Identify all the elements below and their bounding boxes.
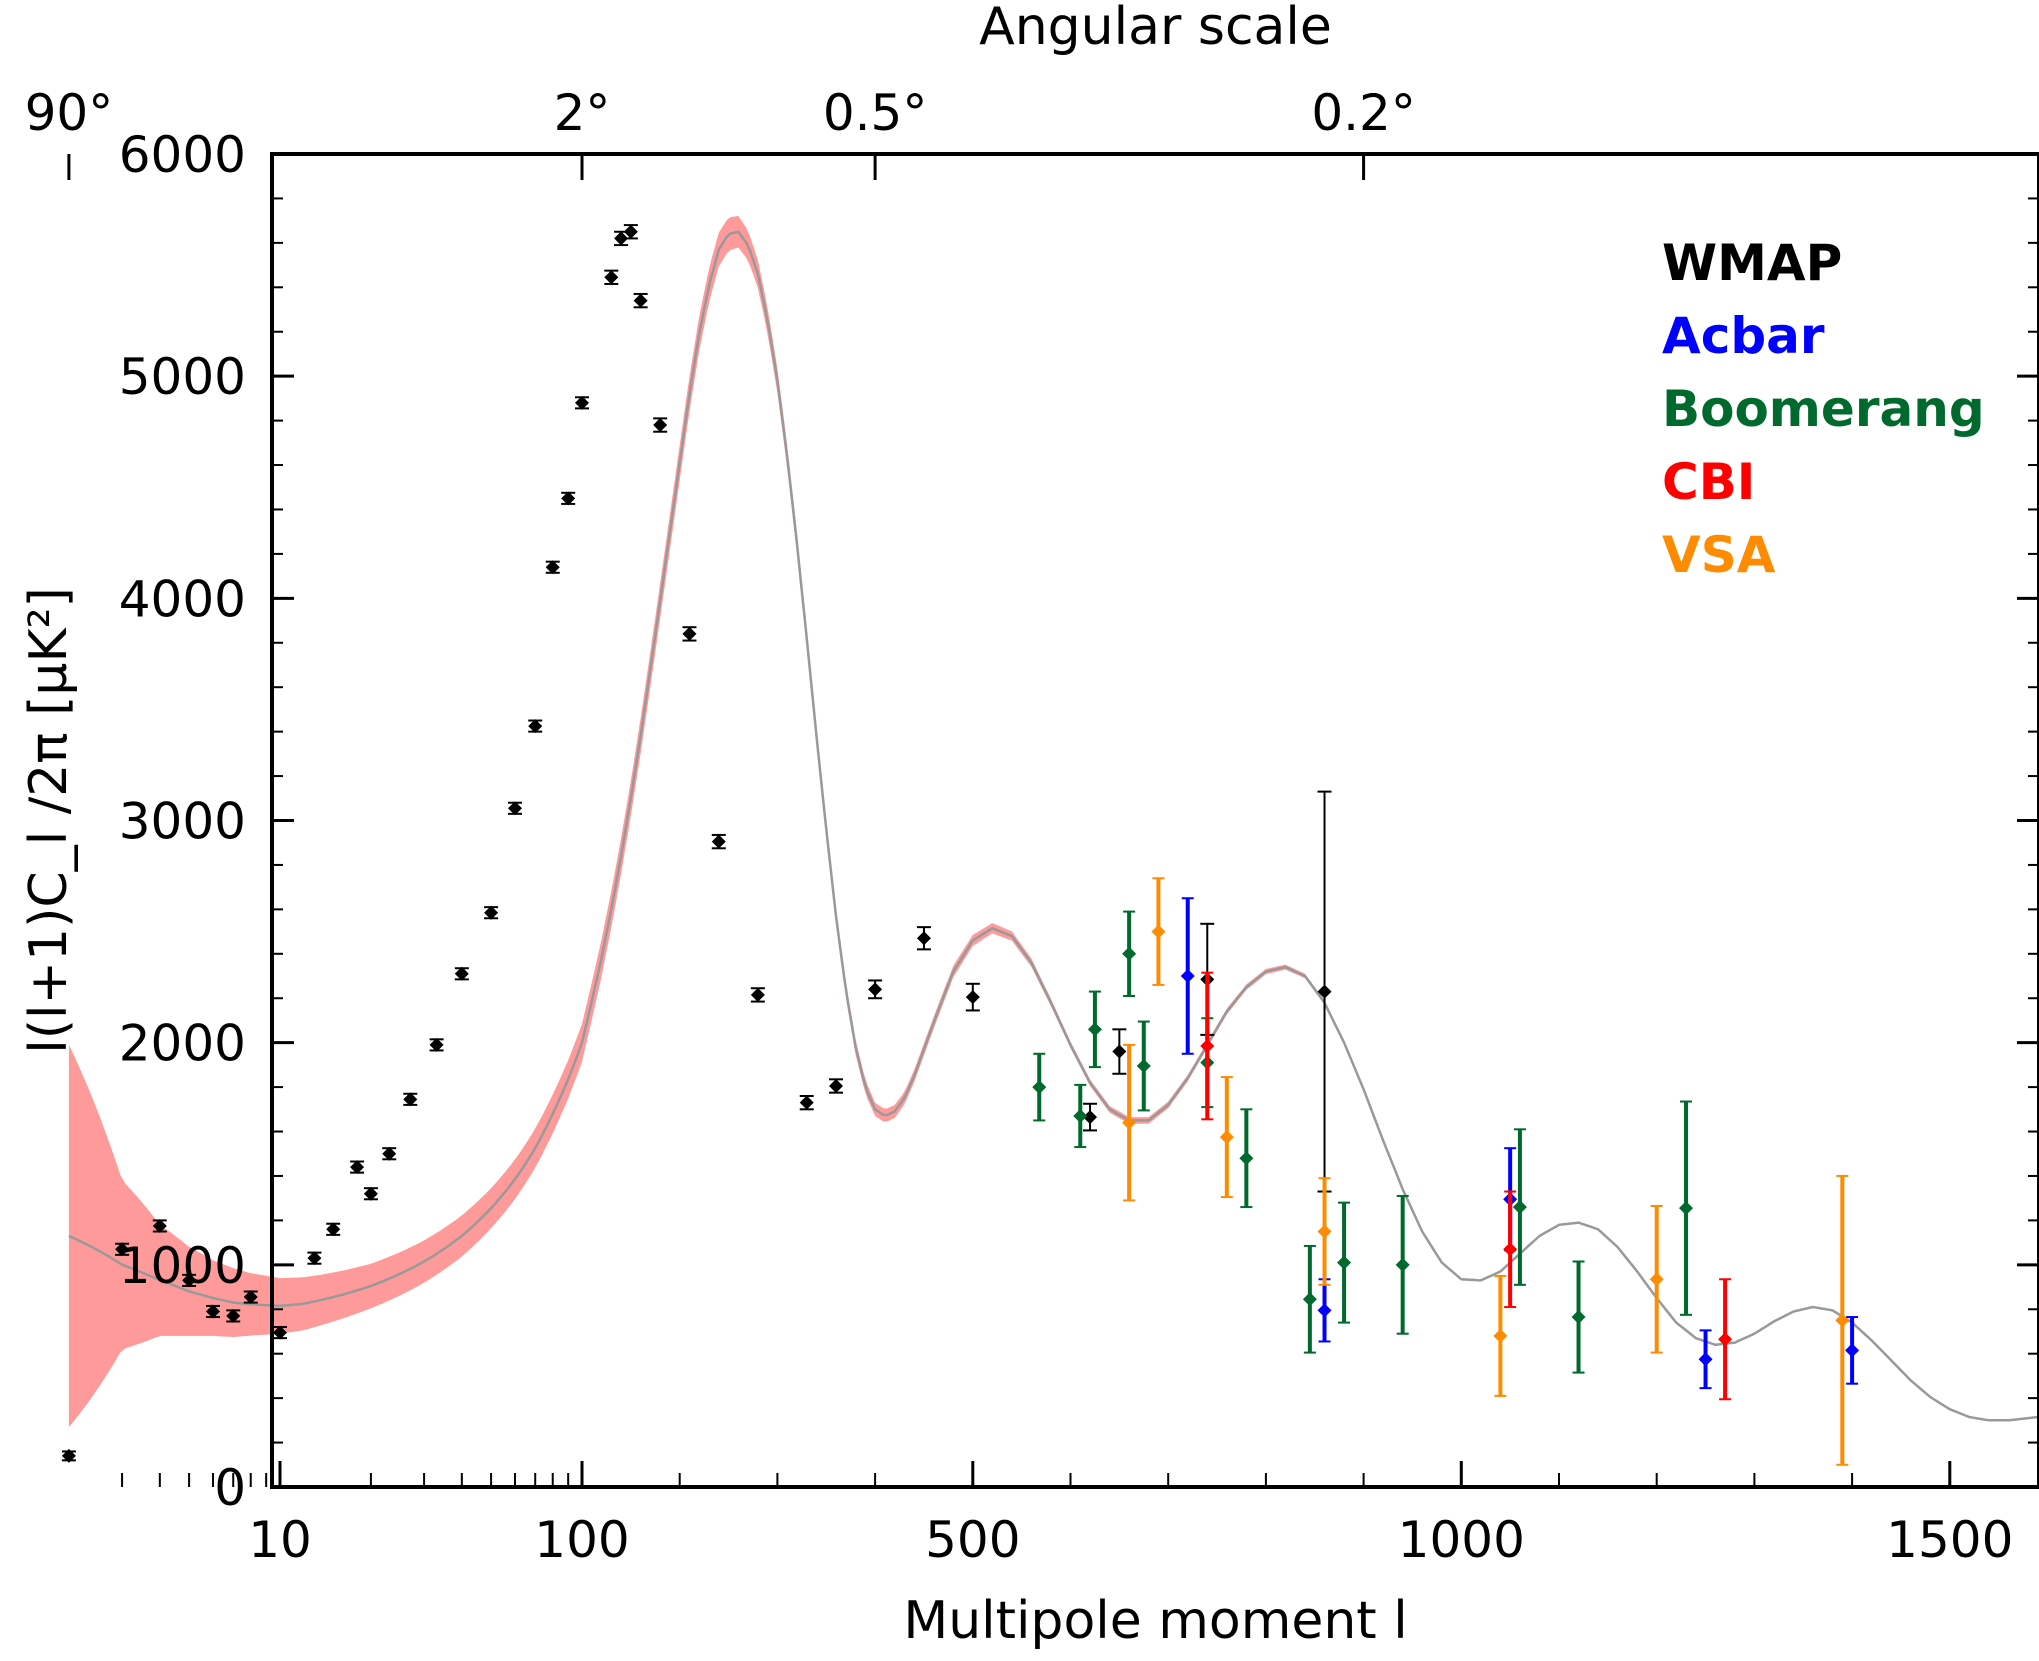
y-tick-label: 6000 xyxy=(119,126,246,184)
data-point xyxy=(1317,1224,1332,1239)
data-point xyxy=(1200,1038,1215,1053)
data-point xyxy=(682,626,697,641)
data-point xyxy=(1395,1257,1410,1272)
top-tick-label: 90° xyxy=(25,84,114,142)
data-point xyxy=(1649,1272,1664,1287)
data-point xyxy=(1136,1058,1151,1073)
data-point xyxy=(454,966,469,981)
data-point xyxy=(561,491,576,506)
y-tick-label: 4000 xyxy=(119,570,246,628)
data-point xyxy=(326,1222,341,1237)
series-wmap xyxy=(61,224,1332,1463)
data-point xyxy=(604,270,619,285)
y-axis-title: l(l+1)C_l /2π [μK²] xyxy=(19,587,79,1053)
data-point xyxy=(633,293,648,308)
legend-entry-vsa: VSA xyxy=(1662,526,1776,584)
legend-entry-acbar: Acbar xyxy=(1662,307,1825,365)
data-point xyxy=(1087,1022,1102,1037)
series-boomerang xyxy=(1032,910,1694,1374)
data-point xyxy=(965,990,980,1005)
y-tick-label: 2000 xyxy=(119,1015,246,1073)
data-point xyxy=(1122,1115,1137,1130)
data-point xyxy=(711,834,726,849)
series-acbar xyxy=(1180,897,1860,1390)
data-point xyxy=(226,1308,241,1323)
data-point xyxy=(653,418,668,433)
data-point xyxy=(1122,946,1137,961)
axis-labels-layer: 0 1000 2000 3000 4000 5000 6000 10 100 500 1000 150… xyxy=(19,0,2013,1651)
data-point xyxy=(868,982,883,997)
data-point xyxy=(484,905,499,920)
series-cbi xyxy=(1200,971,1733,1401)
data-point xyxy=(1083,1110,1098,1125)
data-point xyxy=(1239,1151,1254,1166)
y-tick-label: 5000 xyxy=(119,348,246,406)
y-tick-label: 3000 xyxy=(119,793,246,851)
axis-ticks-layer xyxy=(67,152,2039,1489)
data-point xyxy=(1503,1242,1518,1257)
data-point xyxy=(614,231,629,246)
data-point xyxy=(1073,1108,1088,1123)
x-tick-label: 100 xyxy=(534,1511,629,1569)
data-point xyxy=(1698,1352,1713,1367)
data-point xyxy=(61,1448,76,1463)
legend-entry-wmap: WMAP xyxy=(1662,234,1842,292)
x-tick-label: 10 xyxy=(248,1511,312,1569)
data-point xyxy=(273,1325,287,1340)
series-vsa xyxy=(1122,877,1850,1466)
data-point xyxy=(545,560,560,575)
legend-entry-boomerang: Boomerang xyxy=(1662,380,1985,438)
data-points-layer xyxy=(61,224,1860,1466)
data-point xyxy=(1512,1200,1527,1215)
data-point xyxy=(1151,924,1166,939)
top-tick-label: 2° xyxy=(554,84,611,142)
y-tick-label: 0 xyxy=(214,1459,246,1517)
data-point xyxy=(799,1095,814,1110)
data-point xyxy=(152,1218,167,1233)
data-point xyxy=(1679,1201,1694,1216)
data-point xyxy=(115,1242,130,1257)
data-point xyxy=(1571,1310,1586,1325)
data-point xyxy=(1317,1303,1332,1318)
x-axis-title: Multipole moment l xyxy=(903,1591,1407,1651)
data-point xyxy=(403,1092,418,1107)
data-point xyxy=(1317,984,1332,999)
data-point xyxy=(1032,1080,1047,1095)
data-point xyxy=(350,1160,365,1175)
data-point xyxy=(916,931,931,946)
data-point xyxy=(750,987,765,1002)
top-tick-label: 0.5° xyxy=(823,84,928,142)
data-point xyxy=(528,719,543,734)
legend: WMAP Acbar Boomerang CBI VSA xyxy=(1662,234,1985,584)
data-point xyxy=(1219,1130,1234,1145)
data-point xyxy=(206,1304,221,1319)
data-point xyxy=(575,395,589,410)
data-point xyxy=(1112,1044,1127,1059)
data-point xyxy=(1845,1343,1860,1358)
data-point xyxy=(508,801,523,816)
y-tick-label: 1000 xyxy=(119,1237,246,1295)
data-point xyxy=(1302,1292,1317,1307)
top-tick-label: 0.2° xyxy=(1311,84,1416,142)
data-point xyxy=(829,1078,844,1093)
data-point xyxy=(1835,1313,1850,1328)
data-point xyxy=(363,1186,378,1201)
data-point xyxy=(243,1290,258,1305)
data-point xyxy=(307,1251,322,1266)
x-tick-label: 1000 xyxy=(1398,1511,1525,1569)
x-tick-label: 500 xyxy=(925,1511,1020,1569)
top-axis-title: Angular scale xyxy=(979,0,1332,57)
data-point xyxy=(182,1273,197,1288)
data-point xyxy=(1493,1328,1508,1343)
data-point xyxy=(623,224,638,239)
data-point xyxy=(1180,969,1195,984)
data-point xyxy=(429,1037,444,1052)
data-point xyxy=(382,1146,397,1161)
legend-entry-cbi: CBI xyxy=(1662,453,1755,511)
x-tick-label: 1500 xyxy=(1886,1511,2013,1569)
data-point xyxy=(1718,1332,1733,1347)
data-point xyxy=(1337,1255,1352,1270)
